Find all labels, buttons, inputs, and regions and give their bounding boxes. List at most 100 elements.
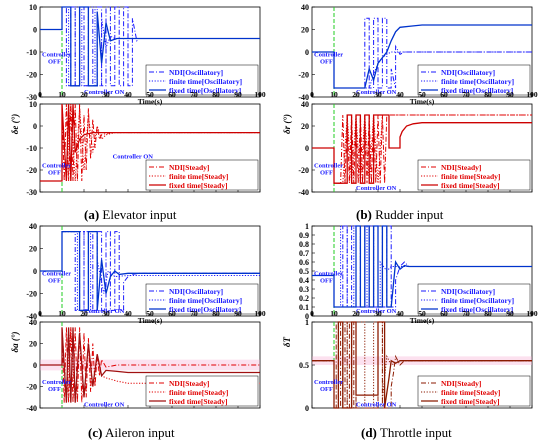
chart-a: 10 0 -10 -20 -30 NDI[Oscillatory]finite time[… <box>10 3 266 197</box>
legend-label: fixed time[Oscillatory] <box>441 86 513 95</box>
annot-controller-on: Controller ON <box>113 154 154 161</box>
legend-label: NDI[Steady] <box>169 379 209 388</box>
annot-controller-off-2: OFF <box>48 59 61 66</box>
annot-controller-off-1: Controller <box>314 162 343 169</box>
tolerance-band <box>40 359 260 371</box>
chart-b: 40 20 0 -20 -40 NDI[Oscillatory]finite time[O… <box>282 3 538 197</box>
y-tick-label: 0 <box>305 48 309 57</box>
annot-controller-off-2: OFF <box>48 278 61 285</box>
x-tick-label: 30 <box>102 309 110 318</box>
legend-label: NDI[Oscillatory] <box>169 68 223 77</box>
x-tick-label: 0 <box>38 309 42 318</box>
legend-label: finite time[Oscillatory] <box>169 77 242 86</box>
y-tick-label: -20 <box>26 383 37 392</box>
series-fixed-time-oscillatory- <box>40 230 260 312</box>
series-ndi-oscillatory- <box>312 17 532 89</box>
x-tick-label: 40 <box>124 309 132 318</box>
x-tick-label: 0 <box>310 90 314 99</box>
caption-a: (a) Elevator input <box>84 207 177 222</box>
y-tick-label: 0 <box>33 122 37 131</box>
legend-label: finite time[Steady] <box>441 388 500 397</box>
x-tick-label: 60 <box>440 309 448 318</box>
series-finite-time-steady- <box>40 103 260 182</box>
x-tick-label: 40 <box>124 90 132 99</box>
legend-label: fixed time[Steady] <box>441 397 500 406</box>
y-tick-label: 40 <box>29 318 37 327</box>
legend-label: fixed time[Oscillatory] <box>169 86 241 95</box>
y-tick-label: 0.8 <box>299 240 309 249</box>
x-tick-label: 80 <box>212 309 220 318</box>
series-fixed-time-oscillatory- <box>312 24 532 89</box>
y-tick-label: 10 <box>29 100 37 109</box>
y-tick-label: -20 <box>298 71 309 80</box>
x-tick-label: 20 <box>80 90 88 99</box>
x-tick-label: 20 <box>352 90 360 99</box>
series-fixed-time-oscillatory- <box>312 225 532 308</box>
x-tick-label: 30 <box>374 90 382 99</box>
annot-controller-off-1: Controller <box>42 271 71 278</box>
caption-c: (c) Aileron input <box>88 425 175 440</box>
x-tick-label: 50 <box>418 90 426 99</box>
x-tick-label: 10 <box>58 90 66 99</box>
y-axis-label: δa (°) <box>10 332 20 353</box>
y-tick-label: 0 <box>33 26 37 35</box>
x-tick-label: 50 <box>418 309 426 318</box>
legend-label: fixed time[Oscillatory] <box>169 305 241 314</box>
annot-controller-on: Controller ON <box>356 308 397 315</box>
legend-label: fixed time[Steady] <box>169 181 228 190</box>
annot-controller-off-1: Controller <box>42 162 71 169</box>
annot-controller-off-2: OFF <box>48 169 61 176</box>
y-axis-label: δr (°) <box>282 114 292 134</box>
x-tick-label: 70 <box>190 309 198 318</box>
legend-label: finite time[Steady] <box>441 172 500 181</box>
y-tick-label: 40 <box>301 100 309 109</box>
y-tick-label: -10 <box>26 144 37 153</box>
x-tick-label: 40 <box>396 309 404 318</box>
y-tick-label: -20 <box>26 71 37 80</box>
annot-controller-on: Controller ON <box>356 185 397 192</box>
x-tick-label: 80 <box>212 90 220 99</box>
y-tick-label: 40 <box>301 3 309 12</box>
y-tick-label: 0 <box>33 361 37 370</box>
y-tick-label: 0.3 <box>299 285 309 294</box>
legend-label: fixed time[Steady] <box>441 181 500 190</box>
series-ndi-steady- <box>40 103 260 182</box>
y-tick-label: 1 <box>305 222 309 231</box>
subplot-bot: 10 0 -10 -20 -30 NDI[Steady]finite time[Stead… <box>26 100 261 197</box>
annot-controller-off-1: Controller <box>42 52 71 59</box>
legend-label: NDI[Steady] <box>441 379 481 388</box>
y-tick-label: 20 <box>29 245 37 254</box>
y-tick-label: -20 <box>26 290 37 299</box>
x-tick-label: 100 <box>254 309 266 318</box>
y-tick-label: -40 <box>26 404 37 413</box>
legend-label: fixed time[Steady] <box>169 397 228 406</box>
x-tick-label: 70 <box>462 90 470 99</box>
y-tick-label: -30 <box>26 93 37 102</box>
y-tick-label: 0.4 <box>299 276 309 285</box>
y-tick-label: -40 <box>298 188 309 197</box>
y-tick-label: 40 <box>29 222 37 231</box>
x-tick-label: 30 <box>374 309 382 318</box>
annot-controller-off-2: OFF <box>320 169 333 176</box>
y-tick-label: 20 <box>301 122 309 131</box>
x-tick-label: 80 <box>484 309 492 318</box>
annot-controller-off-2: OFF <box>320 59 333 66</box>
y-tick-label: 20 <box>301 26 309 35</box>
x-tick-label: 90 <box>506 309 514 318</box>
y-tick-label: -40 <box>26 312 37 321</box>
annot-controller-on: Controller ON <box>356 401 397 408</box>
series-fixed-time-steady- <box>312 321 532 409</box>
series-fixed-time-steady- <box>40 103 260 182</box>
annot-controller-off-1: Controller <box>314 52 343 59</box>
subplot-top: 10 0 -10 -20 -30 NDI[Oscillatory]finite time[… <box>26 3 261 102</box>
y-tick-label: 0 <box>305 312 309 321</box>
y-tick-label: 0.5 <box>299 361 309 370</box>
x-tick-label: 90 <box>234 90 242 99</box>
x-axis-label: Time(s) <box>138 97 163 106</box>
legend-label: finite time[Oscillatory] <box>169 296 242 305</box>
x-tick-label: 60 <box>168 309 176 318</box>
y-tick-label: 1 <box>305 318 309 327</box>
caption-d: (d) Throttle input <box>361 425 452 440</box>
y-tick-label: 0.9 <box>299 231 309 240</box>
